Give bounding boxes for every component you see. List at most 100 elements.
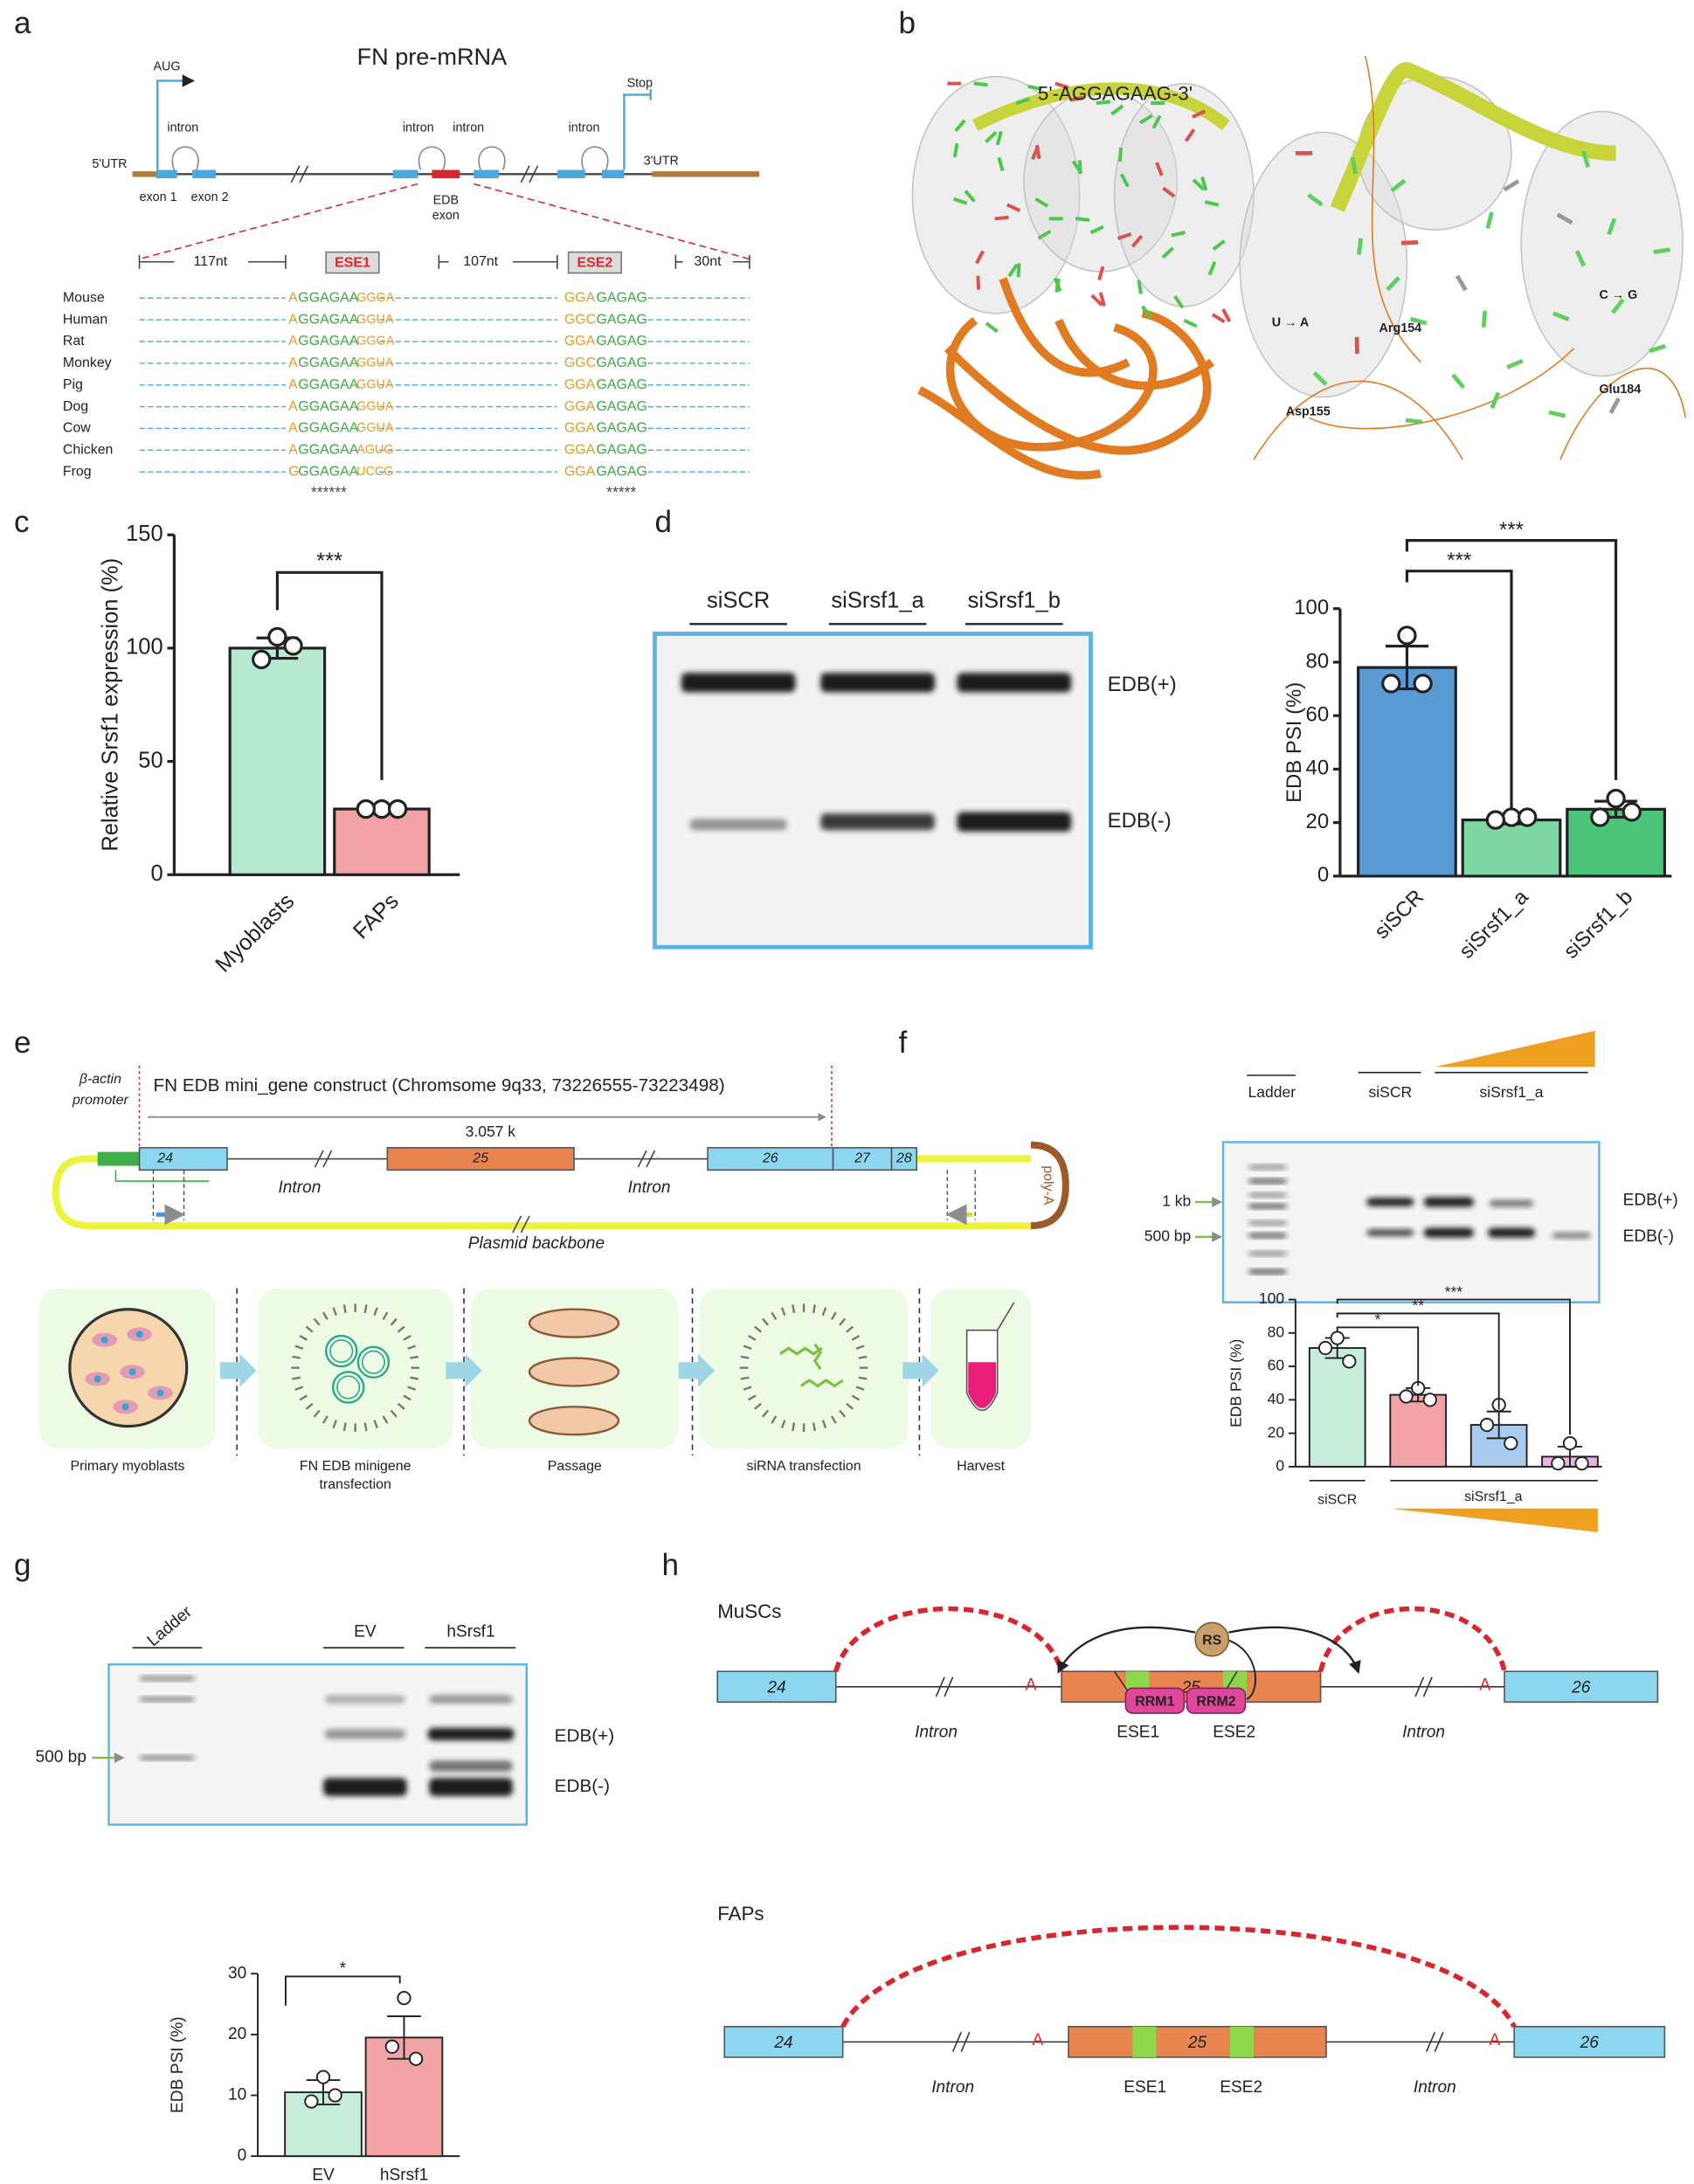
aug-arrow [156,74,196,170]
gel-band [957,812,1072,832]
panel-label: e [14,1026,31,1060]
label: A [288,377,298,392]
y-tick-label: 10 [228,2086,246,2105]
y-tick-label: 60 [1268,1357,1285,1374]
label: 107nt [463,254,498,269]
data-point [1399,1389,1414,1404]
break [520,165,539,183]
y-tick-label: 60 [1306,703,1330,727]
ribbon [1054,318,1215,390]
poly-a [1030,1141,1069,1230]
group-label: siSrsf1_a [1464,1489,1523,1504]
significance-bracket [1336,1312,1500,1410]
break [1426,2031,1444,2052]
exon [601,169,625,179]
stick [954,119,966,133]
rs-arrow [1228,1626,1361,1674]
significance-bracket [275,570,384,780]
group-label: siSCR [1317,1492,1357,1507]
nucleus [156,1389,164,1397]
data-point [252,649,272,670]
gel-band [139,1755,196,1760]
gel-band [1489,1199,1534,1207]
data-point [1501,807,1522,827]
coil [1364,55,1421,363]
stick [1054,81,1069,90]
species: Pig [63,377,83,392]
lipid [313,1409,321,1418]
intron-loop [478,146,506,170]
gel-band [429,1760,513,1773]
label: GAGAG [597,464,647,479]
data-point [304,2094,319,2109]
stick [1173,295,1185,309]
ribbon [917,386,1102,480]
lipid [305,1325,314,1333]
nucleus [121,1403,129,1411]
linker [1225,1638,1256,1701]
label: intron [453,121,484,135]
data-point [1551,1455,1566,1471]
plasmid [336,1375,361,1400]
stick [975,250,985,265]
nucleus [128,1368,136,1376]
ribbon [944,309,1212,455]
lipid [771,1415,778,1424]
label: A [288,443,298,458]
stick [1481,310,1488,328]
lipid [762,1317,769,1326]
label: 500 bp [35,1748,86,1766]
label: RS [1202,1633,1221,1648]
label: ESE1 [1124,2078,1166,2097]
label: GGUA [356,313,394,327]
x-tick-label: hSrsf1 [380,2166,428,2184]
label: GGAGAA [298,443,358,458]
label: Glu184 [1599,383,1641,397]
x-tick-label: siSCR [1370,885,1428,943]
x-tick-label: EV [312,2166,335,2184]
lipid [332,1307,337,1317]
exon [716,1670,837,1704]
significance-bracket [285,1975,401,2006]
lipid [740,1376,750,1380]
panel-label: h [661,1548,679,1582]
gel-band [1423,1227,1474,1238]
lipid [754,1325,762,1333]
lipid [830,1415,837,1424]
culture-dish [528,1308,620,1338]
gel-band [820,673,935,693]
exon [1504,1670,1659,1704]
label: MuSCs [717,1600,781,1622]
y-tick-label: 40 [1268,1390,1285,1407]
label: AUG [153,59,180,73]
surface [1239,131,1408,398]
lipid [858,1376,868,1380]
sirna [812,1343,823,1371]
label: GGUA [356,356,394,370]
label: Passage [548,1459,602,1474]
label: GGUA [356,421,394,435]
bar [1308,1347,1366,1468]
rs-arrow [1057,1626,1196,1674]
sirna [779,1346,823,1356]
label: GGA [564,290,596,305]
label: Plasmid backbone [468,1234,605,1253]
gel-band [1248,1220,1288,1226]
stick [1161,246,1174,259]
data-point [1422,1393,1437,1407]
gel-band [957,673,1072,693]
label: ESE2 [577,256,613,271]
significance-label: *** [1499,518,1524,542]
lipid [322,1311,328,1321]
stick [1118,147,1123,162]
label: Ladder [1248,1083,1296,1101]
stick [1089,225,1104,235]
intron-loop [418,146,446,170]
panel-label: g [14,1548,31,1582]
label: GGGA [356,291,394,305]
label: RRM1 [1135,1695,1174,1710]
coil [1559,367,1687,460]
y-tick-label: 80 [1268,1323,1285,1340]
species: Cow [63,421,91,436]
